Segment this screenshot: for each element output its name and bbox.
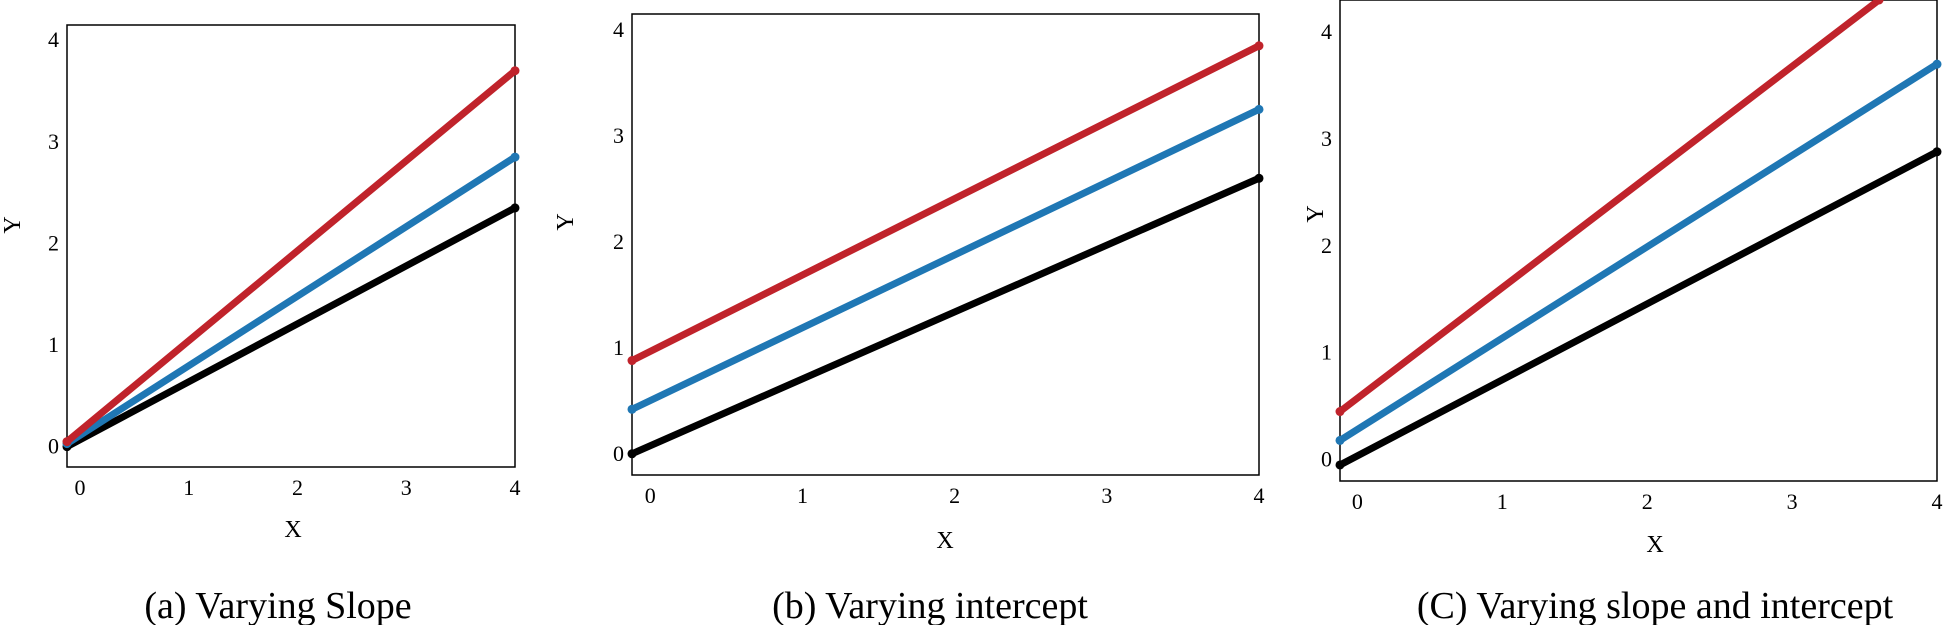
panel-c-xtick-label: 0: [1352, 489, 1363, 514]
panel-b-ylabel: Y: [553, 213, 579, 230]
panel-a-line-blue: [67, 153, 515, 448]
panel-c-point-black: [1932, 147, 1942, 157]
panel-a-xtick-label: 2: [292, 475, 303, 500]
panel-c-ytick-label: 1: [1321, 340, 1332, 365]
panel-a-ytick-label: 2: [48, 230, 59, 255]
panel-a: Y X (a) Varying Slope 0 1 2 3 4 0 1 2 3 4: [0, 24, 521, 625]
panel-b-line-black: [632, 174, 1259, 458]
panel-a-point-blue: [510, 152, 520, 162]
panel-c-xtick-label: 4: [1932, 489, 1943, 514]
panel-b-ytick-label: 0: [613, 441, 624, 466]
panel-a-caption: (a) Varying Slope: [144, 585, 411, 625]
panel-b-point-black: [627, 449, 637, 459]
panel-b-point-black: [1254, 173, 1264, 183]
panel-c-line-red: [1340, 0, 1883, 416]
panel-b-xtick-label: 4: [1254, 483, 1265, 508]
panel-c-line-blue: [1340, 60, 1937, 444]
panel-b-line-red: [632, 42, 1259, 365]
panel-c-point-blue: [1932, 59, 1942, 69]
panel-a-plot-frame: [66, 24, 516, 468]
panel-a-ytick-label: 3: [48, 129, 59, 154]
panel-c-point-red: [1874, 0, 1884, 5]
panel-b-ytick-label: 3: [613, 123, 624, 148]
panel-c-point-red: [1335, 407, 1345, 417]
panel-a-xtick-label: 4: [510, 475, 521, 500]
panel-a-xtick-label: 1: [183, 475, 194, 500]
panel-c-ytick-label: 4: [1321, 19, 1332, 44]
panel-c-plot-frame: [1339, 0, 1938, 482]
panel-a-ytick-label: 1: [48, 332, 59, 357]
panel-a-xtick-label: 0: [75, 475, 86, 500]
panel-c-caption: (C) Varying slope and intercept: [1417, 585, 1894, 625]
panel-b-xlabel: X: [936, 528, 953, 554]
panel-a-ylabel: Y: [0, 216, 26, 233]
panel-a-point-black: [510, 203, 520, 213]
panel-b-ytick-label: 4: [613, 17, 624, 42]
panel-c-ytick-label: 3: [1321, 126, 1332, 151]
panel-a-line-red: [67, 67, 515, 446]
panel-c-xtick-label: 1: [1497, 489, 1508, 514]
panel-a-point-red: [62, 437, 72, 447]
panel-c-ytick-label: 0: [1321, 447, 1332, 472]
panel-c-xlabel: X: [1646, 532, 1663, 558]
panel-b-caption: (b) Varying intercept: [772, 585, 1088, 625]
panel-c-line-black: [1340, 148, 1937, 469]
panel-a-line-black: [67, 204, 515, 451]
panel-b-xtick-label: 3: [1101, 483, 1112, 508]
panel-c-xtick-label: 2: [1642, 489, 1653, 514]
panel-b-point-red: [627, 356, 637, 366]
panel-b-point-blue: [627, 404, 637, 414]
panel-c-ytick-label: 2: [1321, 233, 1332, 258]
panel-c-point-black: [1335, 460, 1345, 470]
panel-b-plot-frame: [631, 13, 1260, 476]
panel-c-xtick-label: 3: [1787, 489, 1798, 514]
panel-b-point-red: [1254, 41, 1264, 51]
panel-a-point-red: [510, 66, 520, 76]
panel-b-xtick-label: 0: [645, 483, 656, 508]
panel-a-ytick-label: 4: [48, 27, 59, 52]
panel-b-line-blue: [632, 105, 1259, 413]
panel-c-point-blue: [1335, 435, 1345, 445]
panel-b-xtick-label: 2: [949, 483, 960, 508]
panel-b-xtick-label: 1: [797, 483, 808, 508]
panel-a-ytick-label: 0: [48, 434, 59, 459]
panel-c-ylabel: Y: [1303, 205, 1329, 222]
panel-a-xtick-label: 3: [401, 475, 412, 500]
panel-b-point-blue: [1254, 104, 1264, 114]
panel-c: Y X (C) Varying slope and intercept 0 1 2 3…: [1303, 0, 1943, 625]
panel-b: Y X (b) Varying intercept 0 1 2 3 4 0 1 2 3 4: [553, 13, 1265, 625]
panel-b-ytick-label: 1: [613, 335, 624, 360]
panel-b-ytick-label: 2: [613, 229, 624, 254]
panel-a-xlabel: X: [284, 517, 301, 543]
